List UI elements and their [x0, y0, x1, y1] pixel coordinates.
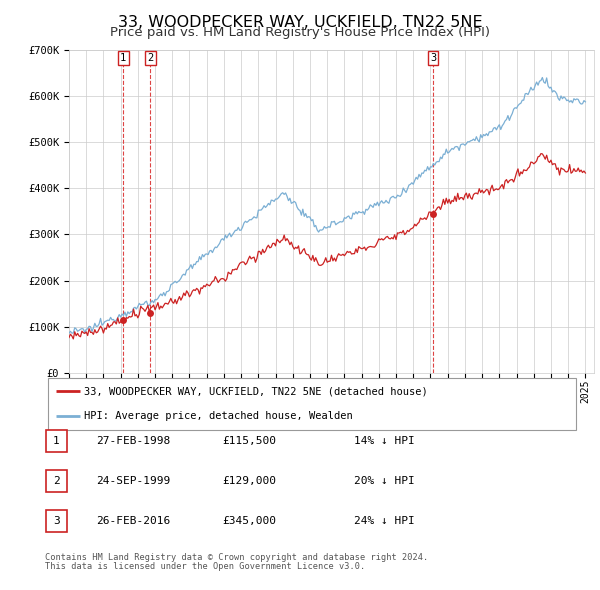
Text: 27-FEB-1998: 27-FEB-1998: [96, 436, 170, 445]
Text: £115,500: £115,500: [222, 436, 276, 445]
Text: 3: 3: [430, 53, 436, 63]
Text: 1: 1: [120, 53, 127, 63]
Text: 1: 1: [53, 436, 60, 445]
Text: This data is licensed under the Open Government Licence v3.0.: This data is licensed under the Open Gov…: [45, 562, 365, 571]
Text: Contains HM Land Registry data © Crown copyright and database right 2024.: Contains HM Land Registry data © Crown c…: [45, 553, 428, 562]
Text: 33, WOODPECKER WAY, UCKFIELD, TN22 5NE: 33, WOODPECKER WAY, UCKFIELD, TN22 5NE: [118, 15, 482, 30]
Text: £129,000: £129,000: [222, 476, 276, 486]
Text: 2: 2: [53, 476, 60, 486]
Text: 2: 2: [147, 53, 154, 63]
Text: 24% ↓ HPI: 24% ↓ HPI: [354, 516, 415, 526]
Text: 33, WOODPECKER WAY, UCKFIELD, TN22 5NE (detached house): 33, WOODPECKER WAY, UCKFIELD, TN22 5NE (…: [84, 386, 428, 396]
Text: 20% ↓ HPI: 20% ↓ HPI: [354, 476, 415, 486]
FancyBboxPatch shape: [46, 430, 67, 452]
FancyBboxPatch shape: [46, 470, 67, 492]
Text: 14% ↓ HPI: 14% ↓ HPI: [354, 436, 415, 445]
Text: 24-SEP-1999: 24-SEP-1999: [96, 476, 170, 486]
Text: Price paid vs. HM Land Registry's House Price Index (HPI): Price paid vs. HM Land Registry's House …: [110, 26, 490, 39]
Text: £345,000: £345,000: [222, 516, 276, 526]
FancyBboxPatch shape: [48, 378, 576, 430]
FancyBboxPatch shape: [46, 510, 67, 532]
Text: HPI: Average price, detached house, Wealden: HPI: Average price, detached house, Weal…: [84, 411, 353, 421]
Text: 3: 3: [53, 516, 60, 526]
Text: 26-FEB-2016: 26-FEB-2016: [96, 516, 170, 526]
